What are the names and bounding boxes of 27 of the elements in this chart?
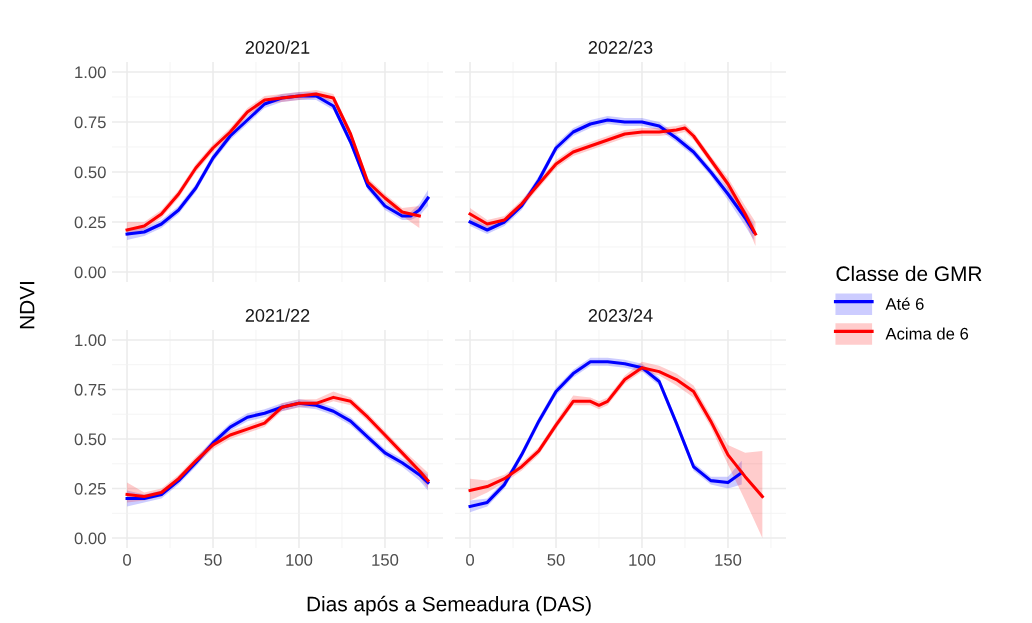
y-tick-label: 0.00 (74, 266, 106, 279)
x-tick-label: 50 (547, 554, 565, 566)
chart-title: 2022/23 (588, 40, 653, 54)
x-tick-label: 0 (123, 554, 132, 566)
legend-label: Acima de 6 (885, 327, 969, 340)
y-tick-label: 0.50 (74, 433, 106, 446)
y-tick-label: 0.75 (74, 383, 106, 396)
x-tick-label: 100 (629, 554, 656, 566)
legend-title: Classe de GMR (836, 265, 982, 282)
x-tick-label: 0 (466, 554, 475, 566)
y-tick-label: 1.00 (75, 66, 106, 79)
y-tick-label: 0.50 (74, 166, 106, 179)
chart-title: 2020/21 (245, 40, 310, 54)
x-tick-label: 150 (715, 554, 742, 566)
x-axis-title: Dias após a Semeadura (DAS) (307, 595, 591, 616)
y-tick-label: 0.00 (74, 532, 106, 545)
y-tick-label: 0.75 (74, 116, 106, 129)
y-tick-label: 0.25 (74, 482, 106, 495)
chart-title: 2023/24 (588, 308, 653, 322)
y-tick-label: 0.25 (74, 216, 106, 229)
chart-title: 2021/22 (245, 308, 310, 322)
x-tick-label: 50 (204, 554, 222, 566)
x-tick-label: 100 (286, 554, 313, 566)
y-axis-title: NDVI (19, 282, 35, 329)
legend-label: Até 6 (885, 297, 924, 310)
x-tick-label: 150 (372, 554, 399, 566)
y-tick-label: 1.00 (75, 334, 106, 347)
